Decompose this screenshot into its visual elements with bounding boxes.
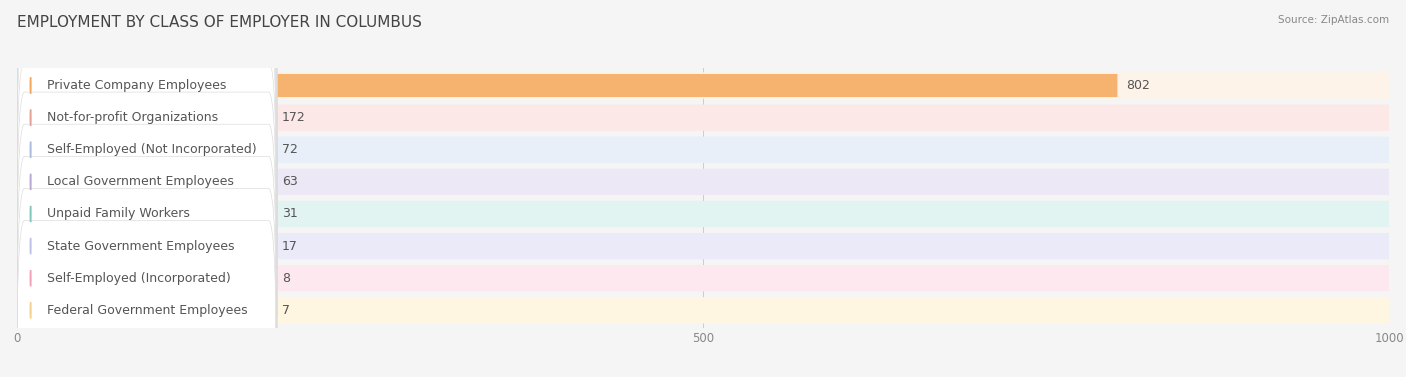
FancyBboxPatch shape: [17, 79, 277, 285]
FancyBboxPatch shape: [17, 74, 1118, 97]
Text: Not-for-profit Organizations: Not-for-profit Organizations: [46, 111, 218, 124]
FancyBboxPatch shape: [17, 207, 277, 377]
Text: EMPLOYMENT BY CLASS OF EMPLOYER IN COLUMBUS: EMPLOYMENT BY CLASS OF EMPLOYER IN COLUM…: [17, 15, 422, 30]
Text: 72: 72: [281, 143, 298, 156]
FancyBboxPatch shape: [17, 47, 277, 253]
Text: 7: 7: [281, 304, 290, 317]
Text: Private Company Employees: Private Company Employees: [46, 79, 226, 92]
Text: Source: ZipAtlas.com: Source: ZipAtlas.com: [1278, 15, 1389, 25]
FancyBboxPatch shape: [17, 201, 1389, 227]
FancyBboxPatch shape: [17, 299, 27, 322]
FancyBboxPatch shape: [17, 234, 41, 257]
FancyBboxPatch shape: [17, 106, 253, 129]
Text: 802: 802: [1126, 79, 1150, 92]
Text: 172: 172: [281, 111, 305, 124]
Text: Self-Employed (Incorporated): Self-Employed (Incorporated): [46, 272, 231, 285]
FancyBboxPatch shape: [17, 72, 1389, 99]
Text: Self-Employed (Not Incorporated): Self-Employed (Not Incorporated): [46, 143, 257, 156]
FancyBboxPatch shape: [17, 143, 277, 349]
FancyBboxPatch shape: [17, 104, 1389, 131]
FancyBboxPatch shape: [17, 175, 277, 377]
Text: Unpaid Family Workers: Unpaid Family Workers: [46, 207, 190, 221]
FancyBboxPatch shape: [17, 265, 1389, 291]
Text: Federal Government Employees: Federal Government Employees: [46, 304, 247, 317]
Text: 8: 8: [281, 272, 290, 285]
Text: 63: 63: [281, 175, 298, 188]
Text: Local Government Employees: Local Government Employees: [46, 175, 233, 188]
FancyBboxPatch shape: [17, 170, 103, 193]
FancyBboxPatch shape: [17, 15, 277, 221]
FancyBboxPatch shape: [17, 138, 115, 161]
FancyBboxPatch shape: [17, 136, 1389, 163]
Text: State Government Employees: State Government Employees: [46, 240, 235, 253]
FancyBboxPatch shape: [17, 202, 59, 225]
Text: 17: 17: [281, 240, 298, 253]
FancyBboxPatch shape: [17, 0, 277, 188]
FancyBboxPatch shape: [17, 267, 28, 290]
FancyBboxPatch shape: [17, 297, 1389, 323]
Text: 31: 31: [281, 207, 298, 221]
FancyBboxPatch shape: [17, 169, 1389, 195]
FancyBboxPatch shape: [17, 233, 1389, 259]
FancyBboxPatch shape: [17, 111, 277, 317]
